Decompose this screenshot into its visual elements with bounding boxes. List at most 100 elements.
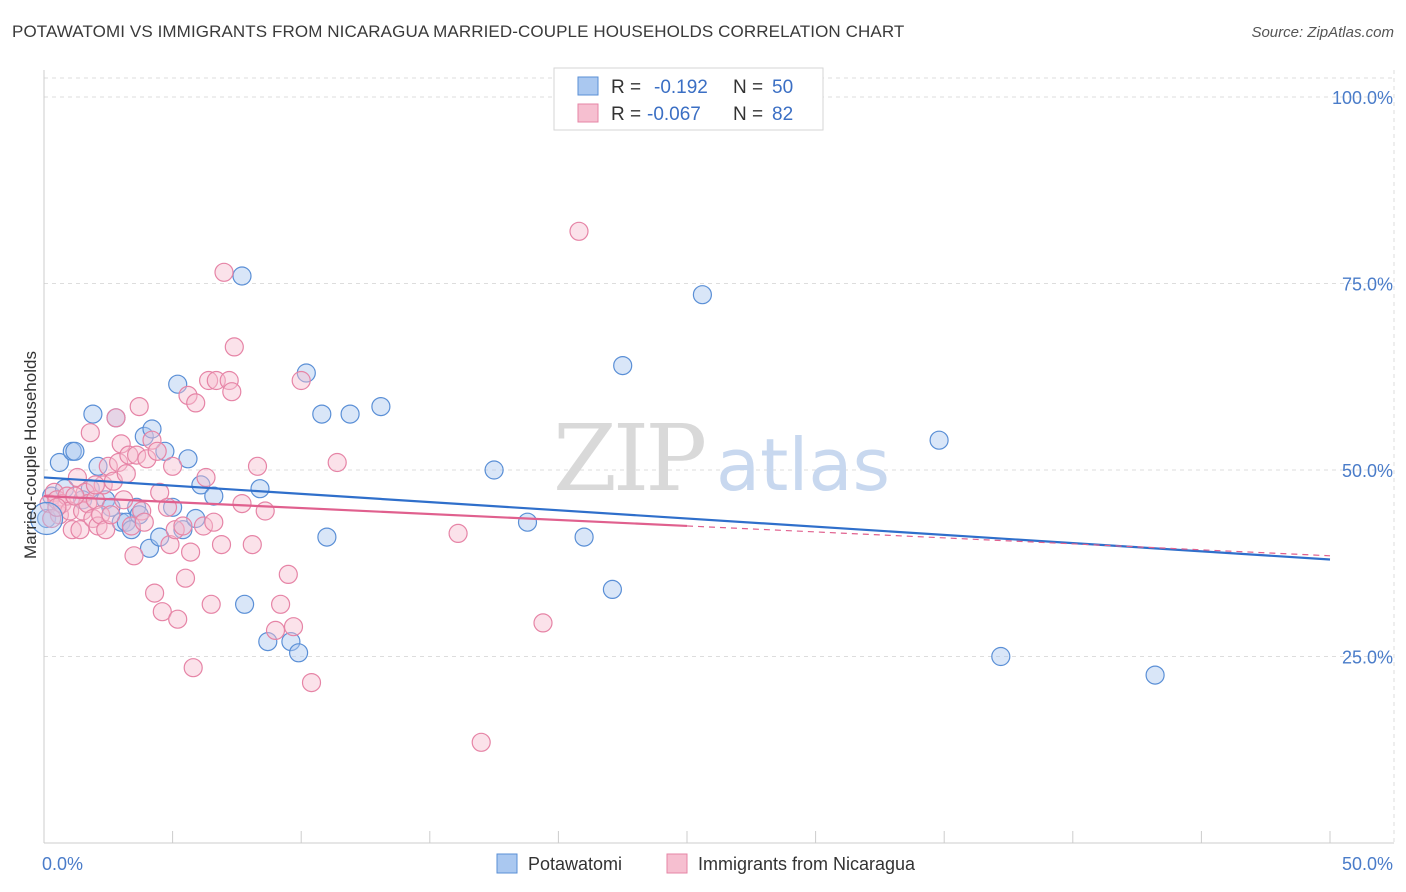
point-nicaragua bbox=[129, 397, 149, 417]
point-potawatomi bbox=[150, 527, 170, 547]
point-nicaragua bbox=[90, 505, 111, 525]
point-nicaragua bbox=[204, 512, 224, 532]
point-nicaragua bbox=[124, 546, 144, 566]
point-potawatomi bbox=[88, 456, 108, 476]
trend-line-nicaragua bbox=[43, 495, 688, 528]
point-potawatomi bbox=[692, 285, 713, 305]
point-potawatomi bbox=[929, 430, 949, 450]
y-axis-label: Married-couple Households bbox=[21, 351, 40, 559]
point-nicaragua bbox=[569, 221, 589, 241]
legend-swatch-blue bbox=[577, 76, 599, 96]
point-nicaragua bbox=[132, 501, 152, 521]
point-potawatomi-cluster bbox=[29, 501, 64, 536]
point-nicaragua bbox=[196, 467, 216, 488]
legend-n-value-1: 50 bbox=[772, 77, 793, 98]
point-nicaragua bbox=[142, 430, 162, 450]
point-potawatomi bbox=[258, 631, 278, 652]
point-potawatomi bbox=[281, 631, 301, 652]
point-potawatomi bbox=[312, 404, 332, 424]
point-nicaragua bbox=[134, 512, 154, 532]
point-nicaragua bbox=[327, 452, 347, 473]
legend-swatch-pink bbox=[577, 103, 599, 123]
point-potawatomi bbox=[83, 404, 103, 424]
y-tick-label: 75.0% bbox=[1342, 275, 1393, 295]
point-nicaragua bbox=[85, 475, 106, 495]
point-potawatomi bbox=[155, 441, 175, 461]
axes bbox=[43, 70, 1394, 844]
point-potawatomi bbox=[111, 512, 131, 532]
point-nicaragua bbox=[283, 617, 304, 637]
point-nicaragua bbox=[247, 456, 268, 476]
legend-n-label-2: N = bbox=[733, 104, 763, 125]
bottom-legend: Potawatomi Immigrants from Nicaragua bbox=[496, 853, 916, 874]
y-tick-label: 100.0% bbox=[1332, 88, 1393, 108]
point-potawatomi bbox=[371, 397, 391, 417]
point-nicaragua bbox=[211, 534, 232, 555]
point-nicaragua bbox=[533, 613, 553, 633]
point-potawatomi bbox=[317, 527, 337, 547]
point-nicaragua bbox=[301, 672, 322, 693]
point-nicaragua bbox=[173, 516, 193, 536]
source-label: Source: ZipAtlas.com bbox=[1251, 24, 1394, 41]
legend-r-value-1: -0.192 bbox=[654, 77, 708, 98]
watermark-zip: ZIP bbox=[553, 405, 704, 512]
legend-r-value-2: -0.067 bbox=[647, 104, 701, 125]
tick-labels: 25.0% 50.0% 75.0% 100.0% 0.0% 50.0% bbox=[42, 88, 1393, 874]
point-nicaragua bbox=[70, 520, 90, 540]
point-nicaragua bbox=[224, 337, 244, 357]
point-nicaragua bbox=[219, 370, 239, 391]
legend-r-label-1: R = bbox=[611, 77, 641, 98]
point-potawatomi bbox=[289, 643, 309, 663]
point-potawatomi bbox=[340, 404, 360, 424]
point-potawatomi bbox=[602, 579, 623, 600]
point-potawatomi bbox=[235, 594, 255, 614]
point-nicaragua bbox=[67, 467, 88, 488]
bottom-legend-swatch-blue bbox=[496, 853, 518, 874]
trend-line-nicaragua-extension bbox=[686, 525, 1331, 557]
point-nicaragua bbox=[65, 486, 85, 506]
point-nicaragua bbox=[265, 620, 286, 641]
point-nicaragua bbox=[278, 564, 298, 585]
point-potawatomi bbox=[574, 527, 594, 547]
bottom-legend-swatch-pink bbox=[666, 853, 688, 874]
point-nicaragua bbox=[127, 445, 147, 465]
point-nicaragua bbox=[106, 408, 126, 428]
point-potawatomi bbox=[250, 479, 270, 499]
point-nicaragua bbox=[271, 594, 291, 614]
point-nicaragua bbox=[98, 456, 118, 476]
top-legend: R = -0.192 N = 50 R = -0.067 N = 82 bbox=[553, 67, 824, 131]
point-nicaragua bbox=[96, 520, 116, 540]
point-nicaragua bbox=[181, 542, 201, 562]
point-nicaragua bbox=[201, 594, 221, 614]
point-potawatomi bbox=[484, 460, 504, 480]
point-nicaragua bbox=[111, 434, 131, 454]
point-nicaragua bbox=[145, 583, 165, 603]
legend-n-value-2: 82 bbox=[772, 104, 793, 125]
point-nicaragua bbox=[116, 464, 136, 484]
point-potawatomi bbox=[991, 646, 1011, 667]
point-nicaragua bbox=[101, 505, 121, 525]
point-nicaragua bbox=[255, 501, 275, 521]
point-nicaragua bbox=[168, 609, 188, 629]
point-nicaragua bbox=[80, 423, 100, 443]
legend-r-label-2: R = bbox=[611, 104, 641, 125]
watermark-atlas: atlas bbox=[716, 423, 890, 507]
point-nicaragua bbox=[448, 523, 468, 544]
point-potawatomi bbox=[178, 449, 198, 469]
x-tick-label-start: 0.0% bbox=[42, 854, 83, 874]
bottom-legend-label-pink: Immigrants from Nicaragua bbox=[698, 854, 916, 874]
point-nicaragua bbox=[152, 602, 172, 622]
trend-lines bbox=[43, 476, 1331, 561]
point-potawatomi bbox=[65, 441, 85, 461]
legend-n-label-1: N = bbox=[733, 77, 763, 98]
point-nicaragua bbox=[291, 370, 311, 391]
x-tick-label-end: 50.0% bbox=[1342, 854, 1393, 874]
point-nicaragua bbox=[175, 568, 196, 588]
point-nicaragua bbox=[193, 516, 214, 536]
point-nicaragua bbox=[119, 445, 139, 465]
point-potawatomi bbox=[232, 266, 252, 286]
y-tick-label: 50.0% bbox=[1342, 461, 1393, 481]
point-nicaragua bbox=[186, 393, 206, 413]
chart-title: POTAWATOMI VS IMMIGRANTS FROM NICARAGUA … bbox=[12, 22, 905, 41]
point-nicaragua bbox=[163, 456, 183, 476]
